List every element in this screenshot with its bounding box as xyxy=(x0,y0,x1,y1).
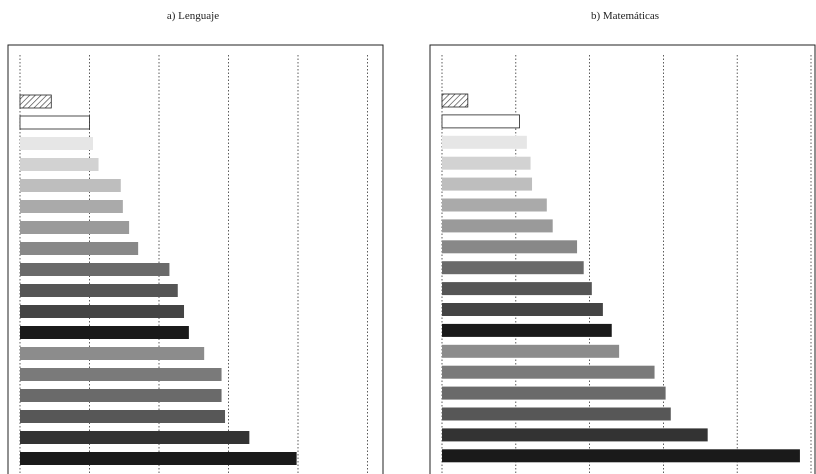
bar-0 xyxy=(441,93,469,108)
bar-17 xyxy=(20,452,297,465)
bar-4 xyxy=(442,177,533,191)
chart-frame xyxy=(429,44,816,474)
bar-7 xyxy=(20,242,139,255)
chart-title-lenguaje: a) Lenguaje xyxy=(166,10,220,22)
bar-9 xyxy=(20,284,178,297)
bar-5 xyxy=(20,200,123,213)
bar-8 xyxy=(442,261,584,275)
bar-15 xyxy=(20,410,226,423)
bar-6 xyxy=(20,221,130,234)
bar-0 xyxy=(19,94,52,109)
bar-11 xyxy=(442,323,612,337)
bar-1 xyxy=(441,114,520,129)
bar-2 xyxy=(442,135,527,149)
bar-3 xyxy=(442,156,531,170)
bar-16 xyxy=(442,428,708,442)
bar-2 xyxy=(20,137,93,150)
bar-12 xyxy=(442,344,620,358)
bar-13 xyxy=(20,368,222,381)
bar-4 xyxy=(20,179,121,192)
bar-5 xyxy=(442,198,547,212)
bar-14 xyxy=(442,386,666,400)
bar-14 xyxy=(20,389,222,402)
bar-10 xyxy=(20,305,185,318)
bar-8 xyxy=(20,263,170,276)
bar-15 xyxy=(442,407,671,421)
chart-frame xyxy=(7,44,384,474)
panel-matematicas xyxy=(429,44,816,474)
bar-9 xyxy=(442,282,592,296)
bar-1 xyxy=(19,115,90,130)
bar-10 xyxy=(442,303,603,316)
chart-title-matematicas: b) Matemáticas xyxy=(590,10,660,22)
panel-lenguaje xyxy=(7,44,384,474)
bar-11 xyxy=(20,326,189,339)
bar-6 xyxy=(442,219,553,233)
bar-7 xyxy=(442,240,578,254)
bar-12 xyxy=(20,347,205,360)
bar-3 xyxy=(20,158,99,171)
bar-13 xyxy=(442,365,655,379)
bar-16 xyxy=(20,431,250,444)
bar-17 xyxy=(442,449,800,463)
